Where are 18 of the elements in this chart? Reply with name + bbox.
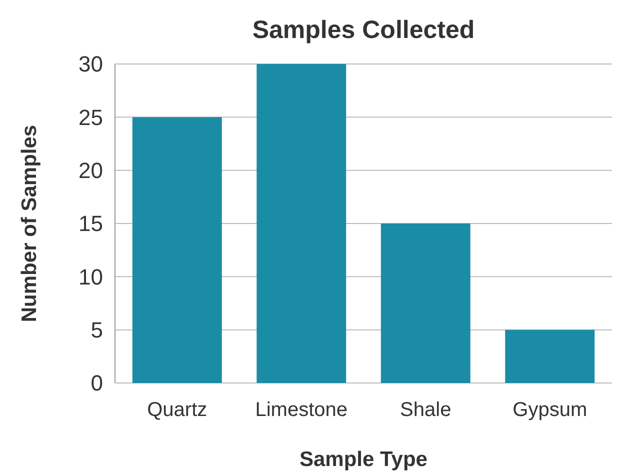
x-axis-title: Sample Type bbox=[300, 448, 428, 471]
bar bbox=[505, 330, 595, 383]
x-tick-label: Gypsum bbox=[512, 399, 588, 421]
y-tick-label: 25 bbox=[78, 104, 103, 130]
y-tick-label: 10 bbox=[78, 264, 103, 290]
x-tick-label: Shale bbox=[400, 399, 452, 421]
y-tick-label: 15 bbox=[78, 211, 103, 236]
y-tick-label: 30 bbox=[78, 52, 103, 77]
y-tick-label: 5 bbox=[90, 318, 103, 343]
bar bbox=[256, 64, 346, 383]
x-tick-label: Quartz bbox=[147, 399, 208, 421]
y-tick-label: 20 bbox=[78, 158, 103, 184]
bar bbox=[380, 224, 470, 383]
bar bbox=[132, 117, 222, 383]
chart-title: Samples Collected bbox=[252, 16, 475, 44]
y-axis-title: Number of Samples bbox=[18, 124, 41, 322]
x-tick-label: Limestone bbox=[255, 399, 348, 421]
y-tick-label: 0 bbox=[90, 370, 103, 396]
